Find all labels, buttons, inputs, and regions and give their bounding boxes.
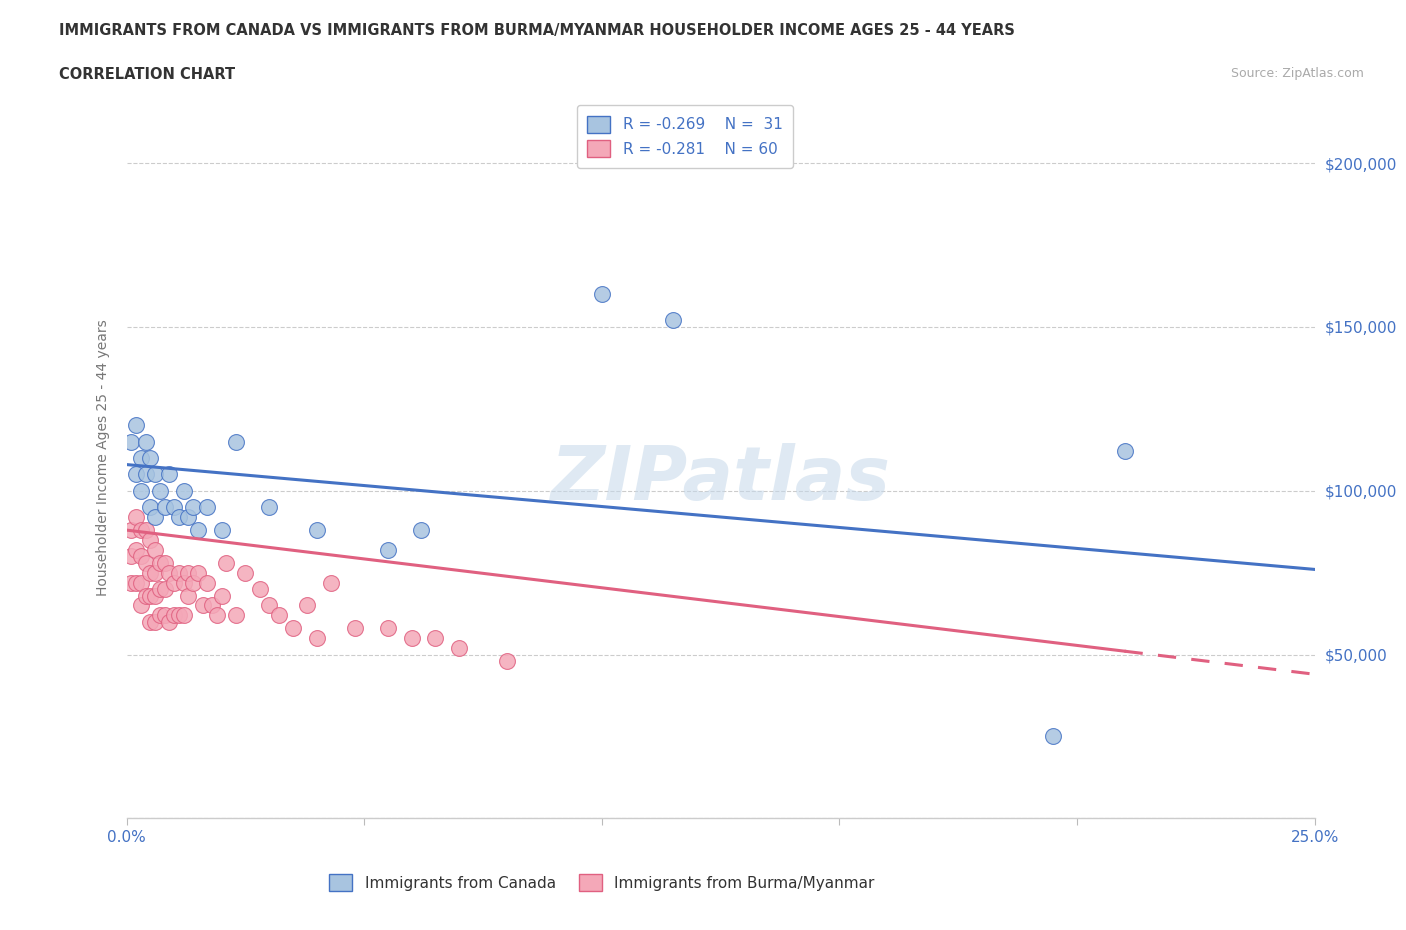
Point xyxy=(149,608,172,623)
Point xyxy=(129,484,152,498)
Point xyxy=(135,555,157,570)
Point xyxy=(662,313,685,328)
Point xyxy=(177,588,200,603)
Point xyxy=(163,608,186,623)
Point xyxy=(125,510,148,525)
Point xyxy=(143,542,166,557)
Point xyxy=(401,631,423,645)
Point xyxy=(187,523,209,538)
Point xyxy=(305,523,328,538)
Point xyxy=(211,588,233,603)
Point xyxy=(177,565,200,580)
Point xyxy=(173,575,195,590)
Point xyxy=(267,608,290,623)
Point xyxy=(129,598,152,613)
Point xyxy=(201,598,224,613)
Point xyxy=(157,565,180,580)
Y-axis label: Householder Income Ages 25 - 44 years: Householder Income Ages 25 - 44 years xyxy=(96,320,110,596)
Point xyxy=(205,608,228,623)
Point xyxy=(153,499,176,514)
Point xyxy=(225,608,247,623)
Point xyxy=(377,621,399,636)
Point xyxy=(135,434,157,449)
Point xyxy=(139,588,162,603)
Point xyxy=(295,598,318,613)
Point xyxy=(177,510,200,525)
Point xyxy=(281,621,304,636)
Point xyxy=(257,499,280,514)
Point xyxy=(1114,444,1136,458)
Point xyxy=(125,575,148,590)
Legend: Immigrants from Canada, Immigrants from Burma/Myanmar: Immigrants from Canada, Immigrants from … xyxy=(323,869,880,897)
Point xyxy=(129,451,152,466)
Point xyxy=(125,467,148,482)
Point xyxy=(167,608,190,623)
Point xyxy=(343,621,366,636)
Point xyxy=(1042,729,1064,744)
Point xyxy=(139,565,162,580)
Point xyxy=(195,499,218,514)
Point xyxy=(187,565,209,580)
Point xyxy=(257,598,280,613)
Text: ZIPatlas: ZIPatlas xyxy=(551,444,890,516)
Point xyxy=(163,499,186,514)
Point xyxy=(120,434,142,449)
Point xyxy=(120,575,142,590)
Point xyxy=(181,499,204,514)
Text: CORRELATION CHART: CORRELATION CHART xyxy=(59,67,235,82)
Point xyxy=(319,575,342,590)
Point xyxy=(143,565,166,580)
Point xyxy=(139,499,162,514)
Point xyxy=(191,598,214,613)
Point xyxy=(305,631,328,645)
Point xyxy=(173,484,195,498)
Point xyxy=(153,555,176,570)
Point xyxy=(233,565,256,580)
Point xyxy=(135,588,157,603)
Text: Source: ZipAtlas.com: Source: ZipAtlas.com xyxy=(1230,67,1364,80)
Point xyxy=(139,533,162,548)
Point xyxy=(139,451,162,466)
Point xyxy=(249,581,271,596)
Point xyxy=(143,510,166,525)
Point xyxy=(153,581,176,596)
Point xyxy=(149,555,172,570)
Point xyxy=(129,523,152,538)
Point xyxy=(125,542,148,557)
Point xyxy=(377,542,399,557)
Point xyxy=(135,467,157,482)
Point xyxy=(167,510,190,525)
Point xyxy=(149,581,172,596)
Point xyxy=(129,549,152,564)
Point xyxy=(157,615,180,630)
Point xyxy=(495,654,517,669)
Point xyxy=(135,523,157,538)
Point xyxy=(129,575,152,590)
Point xyxy=(143,615,166,630)
Point xyxy=(167,565,190,580)
Point xyxy=(125,418,148,432)
Point xyxy=(139,615,162,630)
Point xyxy=(153,608,176,623)
Text: IMMIGRANTS FROM CANADA VS IMMIGRANTS FROM BURMA/MYANMAR HOUSEHOLDER INCOME AGES : IMMIGRANTS FROM CANADA VS IMMIGRANTS FRO… xyxy=(59,23,1015,38)
Point xyxy=(411,523,433,538)
Point xyxy=(195,575,218,590)
Point xyxy=(143,588,166,603)
Point xyxy=(157,467,180,482)
Point xyxy=(163,575,186,590)
Point xyxy=(425,631,447,645)
Point xyxy=(591,286,613,301)
Point xyxy=(211,523,233,538)
Point xyxy=(120,523,142,538)
Point xyxy=(181,575,204,590)
Point xyxy=(173,608,195,623)
Point xyxy=(149,484,172,498)
Point xyxy=(225,434,247,449)
Point xyxy=(215,555,238,570)
Point xyxy=(449,641,471,656)
Point xyxy=(120,549,142,564)
Point xyxy=(143,467,166,482)
